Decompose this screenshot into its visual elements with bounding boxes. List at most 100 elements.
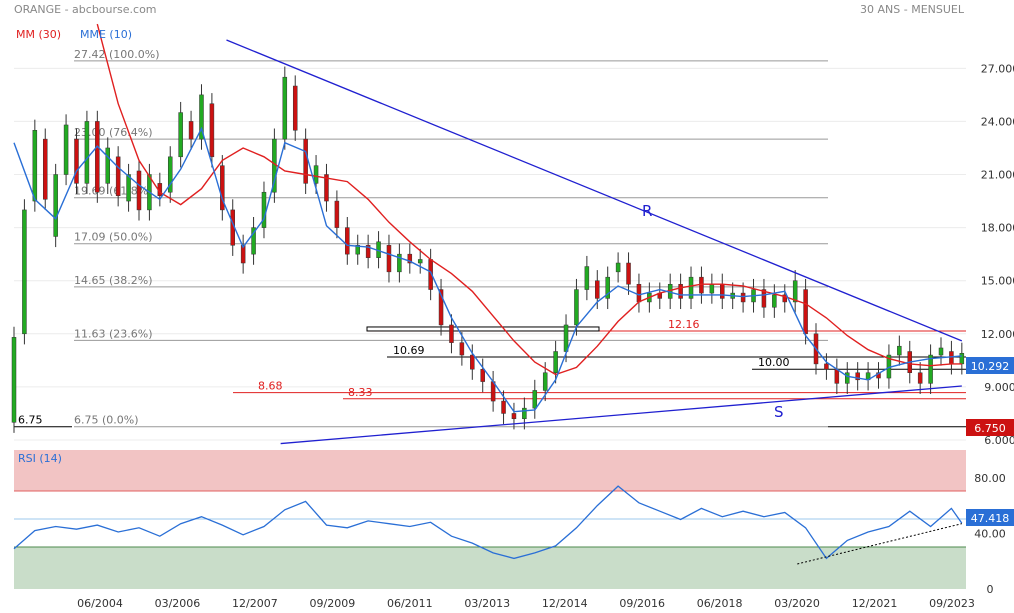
candle-down (365, 245, 371, 258)
rsi-price-text: 47.418 (971, 512, 1010, 525)
candle-up (22, 209, 27, 335)
candle-up (53, 174, 58, 237)
rsi-trendline (797, 523, 962, 565)
candle-up (126, 174, 131, 202)
candle-down (407, 253, 413, 264)
candle-down (480, 368, 485, 382)
candle-down (136, 170, 142, 211)
y-tick-label: 18.000 (981, 222, 1014, 235)
trendlines (226, 39, 963, 445)
rsi-oversold-zone (14, 547, 966, 589)
support-price-text: 6.750 (974, 422, 1006, 435)
candle-up (959, 353, 965, 365)
x-tick-label: 03/2020 (774, 597, 820, 610)
candle-down (345, 227, 350, 255)
candle-up (282, 76, 288, 140)
level-label: 10.00 (758, 356, 790, 369)
x-tick-label: 06/2018 (697, 597, 743, 610)
candle-up (178, 112, 183, 158)
candle-up (313, 165, 319, 184)
candle-down (449, 324, 454, 343)
candle-up (532, 390, 538, 409)
candle-up (105, 147, 110, 184)
rsi-line (13, 485, 963, 560)
candle-down (386, 245, 392, 273)
moving-averages (13, 23, 962, 413)
candle-down (42, 138, 48, 200)
chart-title: ORANGE - abcbourse.com (14, 3, 157, 16)
candle-up (84, 121, 90, 184)
candle-up (522, 407, 527, 420)
x-tick-label: 12/2021 (852, 597, 898, 610)
candle-down (459, 342, 465, 356)
candle-down (636, 283, 642, 303)
candle-up (397, 253, 402, 273)
trendline-r (226, 39, 963, 342)
candle-up (772, 294, 777, 308)
candle-up (615, 262, 621, 273)
candle-up (928, 354, 933, 384)
candle-down (803, 289, 808, 335)
candle-down (324, 174, 329, 202)
x-tick-label: 09/2023 (929, 597, 975, 610)
candle-down (220, 165, 225, 211)
y-tick-label: 27.000 (981, 62, 1014, 75)
candle-down (303, 138, 308, 184)
mm-legend: MM (30) (16, 28, 61, 41)
candle-up (605, 276, 610, 299)
candlesticks (11, 66, 965, 433)
candle-down (470, 354, 475, 370)
candle-up (199, 94, 204, 140)
candle-down (834, 368, 840, 384)
candle-down (292, 85, 298, 131)
support-price-tag (966, 419, 1014, 436)
chart-period: 30 ANS - MENSUEL (860, 3, 965, 16)
x-tick-label: 06/2004 (77, 597, 123, 610)
candle-up (792, 280, 798, 303)
candle-down (595, 280, 600, 299)
rsi-title: RSI (14) (18, 452, 62, 465)
candle-up (584, 266, 590, 290)
candle-down (334, 200, 340, 228)
candle-up (167, 156, 173, 193)
candle-down (511, 413, 517, 420)
mm30-line (96, 23, 962, 376)
rsi-overbought-zone (14, 450, 966, 491)
candle-up (553, 351, 558, 373)
x-tick-label: 12/2014 (542, 597, 588, 610)
level-label: 8.33 (348, 386, 373, 399)
rsi-series (13, 485, 963, 565)
rsi-price-tag (966, 509, 1014, 526)
candle-up (63, 124, 69, 175)
fibonacci-levels: 27.42 (100.0%) 23.00 (76.4%) 19.69 (61.8%)… (74, 48, 828, 428)
x-tick-label: 03/2006 (155, 597, 201, 610)
fib-label: 6.75 (0.0%) (74, 414, 139, 427)
candle-down (188, 121, 194, 140)
rsi-title-text: RSI (14) (18, 452, 62, 465)
last-price-text: 10.292 (971, 360, 1010, 373)
y-tick-label: 21.000 (981, 169, 1014, 182)
candle-down (74, 138, 79, 184)
candle-down (240, 245, 246, 264)
mme10-line (13, 126, 962, 413)
fib-label: 27.42 (100.0%) (74, 48, 160, 61)
last-price-tag (966, 357, 1014, 374)
candle-down (824, 363, 829, 370)
y-tick-label: 15.000 (981, 275, 1014, 288)
candle-down (209, 103, 215, 158)
candle-down (626, 262, 631, 285)
candle-up (251, 227, 256, 255)
x-tick-label: 12/2007 (232, 597, 278, 610)
trendline-s (280, 385, 962, 445)
x-tick-label: 09/2009 (310, 597, 356, 610)
candle-down (678, 283, 683, 299)
candle-down (949, 351, 954, 365)
rsi-y-tick-label: 0 (987, 583, 994, 596)
candle-down (115, 156, 121, 197)
axes: 27.000 24.000 21.000 18.000 15.000 12.000 9.00… (77, 62, 1014, 610)
fib-label: 23.00 (76.4%) (74, 126, 153, 139)
level-label: 12.16 (668, 318, 700, 331)
fib-label: 11.63 (23.6%) (74, 327, 153, 340)
candle-down (438, 289, 444, 326)
